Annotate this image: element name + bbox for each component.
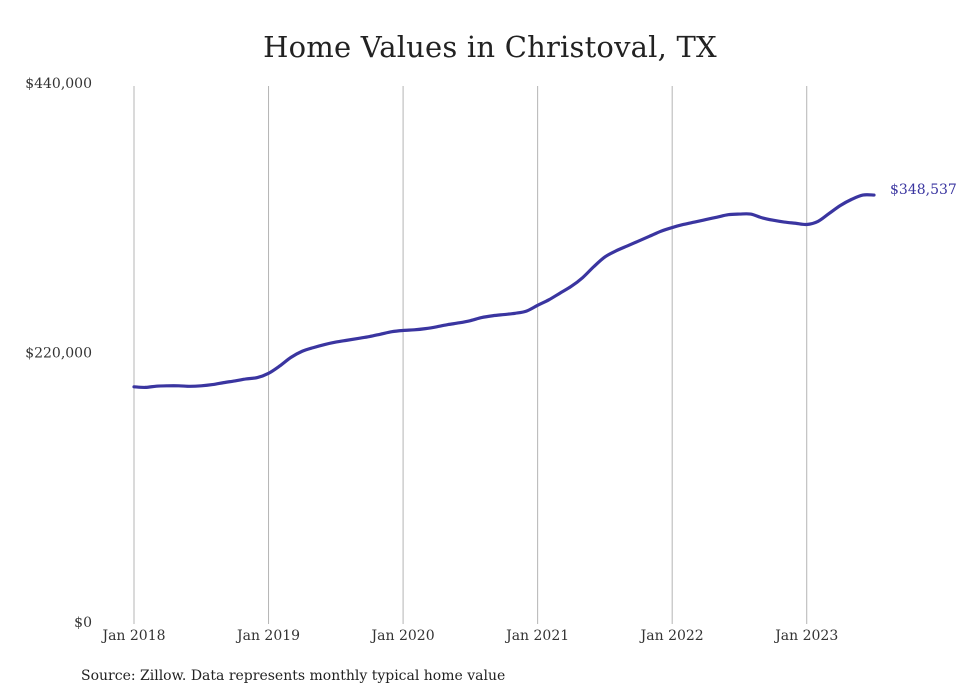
x-tick-label: Jan 2018 <box>100 628 165 644</box>
chart-title: Home Values in Christoval, TX <box>263 30 717 64</box>
x-tick-label: Jan 2021 <box>504 628 569 644</box>
x-tick-label: Jan 2019 <box>235 628 300 644</box>
y-tick-label: $440,000 <box>25 76 92 92</box>
gridlines <box>133 86 808 624</box>
x-tick-label: Jan 2020 <box>370 628 435 644</box>
x-tick-label: Jan 2023 <box>773 628 838 644</box>
end-value-label: $348,537 <box>890 182 957 198</box>
source-note: Source: Zillow. Data represents monthly … <box>81 668 506 684</box>
series-layer: $348,537 <box>132 182 957 390</box>
x-tick-label: Jan 2022 <box>639 628 704 644</box>
y-tick-label: $220,000 <box>25 346 92 362</box>
axis-labels: Jan 2018 Jan 2019 Jan 2020 Jan 2021 Jan 2022… <box>25 76 838 644</box>
y-tick-label: $0 <box>74 615 92 631</box>
series-line-0 <box>132 193 876 390</box>
